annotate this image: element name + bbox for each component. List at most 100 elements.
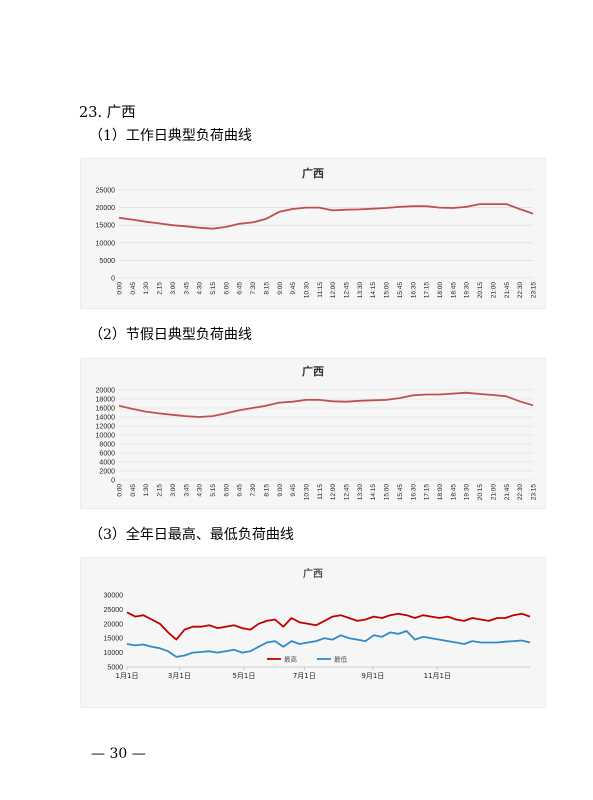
x-tick-label: 3:45 [183, 484, 190, 497]
x-tick-label: 5:15 [210, 282, 217, 295]
x-tick-label: 9:45 [290, 282, 297, 295]
x-tick-label: 11:15 [317, 484, 324, 500]
load-series-line [118, 203, 534, 230]
x-tick-label: 0:45 [130, 282, 137, 295]
y-tick-label: 5000 [99, 258, 115, 265]
x-tick-label: 10:30 [303, 282, 310, 299]
x-tick-label: 9:45 [290, 484, 297, 497]
y-tick-label: 10000 [96, 240, 116, 247]
x-tick-label: 6:00 [223, 484, 230, 497]
y-tick-label: 30000 [104, 593, 124, 600]
workday-chart-panel: 广西 0 5000 10000 15000 20000 25000 0:00 0:45 1:30… [80, 158, 546, 309]
x-tick-label: 21:45 [504, 484, 511, 501]
x-tick-label: 8:15 [263, 484, 270, 497]
x-tick-label: 20:15 [477, 484, 484, 501]
chart-title: 广西 [302, 166, 324, 180]
y-tick-label: 15000 [104, 636, 124, 643]
x-tick-label: 13:30 [357, 484, 364, 501]
y-tick-label: 14000 [96, 415, 116, 422]
x-tick-label: 15:00 [384, 282, 391, 299]
x-tick-label: 4:30 [197, 282, 204, 295]
x-tick-label: 1:30 [143, 282, 150, 295]
subsection-holiday-title: （2）节假日典型负荷曲线 [89, 327, 252, 343]
x-tick-label: 3:00 [170, 484, 177, 497]
chart-title: 广西 [303, 567, 323, 580]
y-tick-label: 15000 [96, 223, 116, 230]
holiday-chart-panel: 广西 0 2000 4000 6000 8000 10000 12000 14000 16000… [80, 358, 546, 509]
x-tick-label: 5月1日 [232, 672, 255, 680]
x-tick-label: 15:45 [397, 282, 404, 299]
y-tick-label: 20000 [104, 621, 124, 628]
x-tick-label: 7:30 [250, 282, 257, 295]
holiday-load-chart: 广西 0 2000 4000 6000 8000 10000 12000 14000 16000… [96, 364, 538, 501]
x-tick-label: 18:00 [437, 282, 444, 299]
x-tick-label: 1:30 [143, 484, 150, 497]
x-tick-label: 17:15 [424, 282, 431, 299]
x-tick-label: 23:15 [531, 484, 538, 501]
subsection-annual-title: （3）全年日最高、最低负荷曲线 [89, 527, 294, 543]
y-tick-label: 16000 [96, 406, 116, 413]
section-title: 23. 广西 [79, 105, 136, 121]
x-tick-label: 6:00 [223, 282, 230, 295]
page-number: — 30 — [91, 746, 146, 762]
x-tick-label: 14:15 [370, 484, 377, 501]
x-tick-label: 18:45 [450, 484, 457, 501]
x-tick-label: 15:45 [397, 484, 404, 501]
x-tick-label: 7:30 [250, 484, 257, 497]
x-tick-label: 4:30 [197, 484, 204, 497]
y-tick-label: 20000 [96, 388, 116, 395]
workday-load-chart: 广西 0 5000 10000 15000 20000 25000 0:00 0:45 1:30… [96, 166, 538, 299]
x-tick-label: 8:15 [263, 282, 270, 295]
y-tick-label: 25000 [96, 188, 116, 195]
x-tick-label: 12:45 [344, 282, 351, 299]
x-tick-label: 14:15 [370, 282, 377, 299]
y-tick-label: 10000 [96, 433, 116, 440]
x-tick-label: 10:30 [303, 484, 310, 501]
x-tick-label: 23:15 [531, 282, 538, 299]
x-tick-label: 21:00 [490, 484, 497, 501]
x-tick-label: 18:45 [450, 282, 457, 299]
x-tick-label: 0:00 [117, 484, 124, 497]
y-tick-label: 2000 [99, 469, 115, 476]
x-tick-label: 16:30 [410, 282, 417, 299]
y-tick-label: 5000 [107, 665, 123, 672]
y-tick-label: 0 [111, 478, 115, 485]
x-tick-label: 9:00 [277, 484, 284, 497]
x-tick-label: 7月1日 [293, 672, 316, 680]
x-tick-label: 3:00 [170, 282, 177, 295]
x-tick-label: 21:00 [490, 282, 497, 299]
x-tick-label: 12:00 [330, 282, 337, 299]
x-tick-label: 11月1日 [424, 672, 451, 680]
x-tick-label: 3月1日 [168, 672, 191, 680]
x-tick-label: 2:15 [157, 282, 164, 295]
y-tick-label: 12000 [96, 424, 116, 431]
x-tick-label: 21:45 [504, 282, 511, 299]
x-tick-label: 12:00 [330, 484, 337, 501]
y-tick-label: 8000 [99, 442, 115, 449]
chart-title: 广西 [302, 364, 324, 378]
y-tick-label: 18000 [96, 397, 116, 404]
x-tick-label: 5:15 [210, 484, 217, 497]
legend-max-label: 最高 [284, 655, 298, 664]
x-tick-label: 3:45 [183, 282, 190, 295]
subsection-workday-title: （1）工作日典型负荷曲线 [89, 128, 252, 144]
y-tick-label: 0 [111, 276, 115, 283]
x-tick-label: 12:45 [344, 484, 351, 501]
x-tick-label: 19:30 [464, 282, 471, 299]
y-tick-label: 4000 [99, 460, 115, 467]
x-tick-label: 20:15 [477, 282, 484, 299]
y-tick-label: 20000 [96, 205, 116, 212]
load-series-line [118, 391, 534, 418]
x-tick-label: 15:00 [384, 484, 391, 501]
x-tick-label: 11:15 [317, 282, 324, 298]
x-tick-label: 9:00 [277, 282, 284, 295]
annual-max-min-chart: 广西 5000 10000 15000 20000 25000 30000 1月1日 3月1日… [104, 567, 531, 680]
max-load-series-line [126, 611, 531, 641]
min-load-series-line [126, 630, 531, 658]
x-tick-label: 2:15 [157, 484, 164, 497]
y-tick-label: 6000 [99, 451, 115, 458]
x-tick-label: 22:30 [517, 484, 524, 501]
x-tick-label: 22:30 [517, 282, 524, 299]
x-tick-label: 19:30 [464, 484, 471, 501]
annual-chart-panel: 广西 5000 10000 15000 20000 25000 30000 1月1日 3月1日… [80, 557, 546, 708]
